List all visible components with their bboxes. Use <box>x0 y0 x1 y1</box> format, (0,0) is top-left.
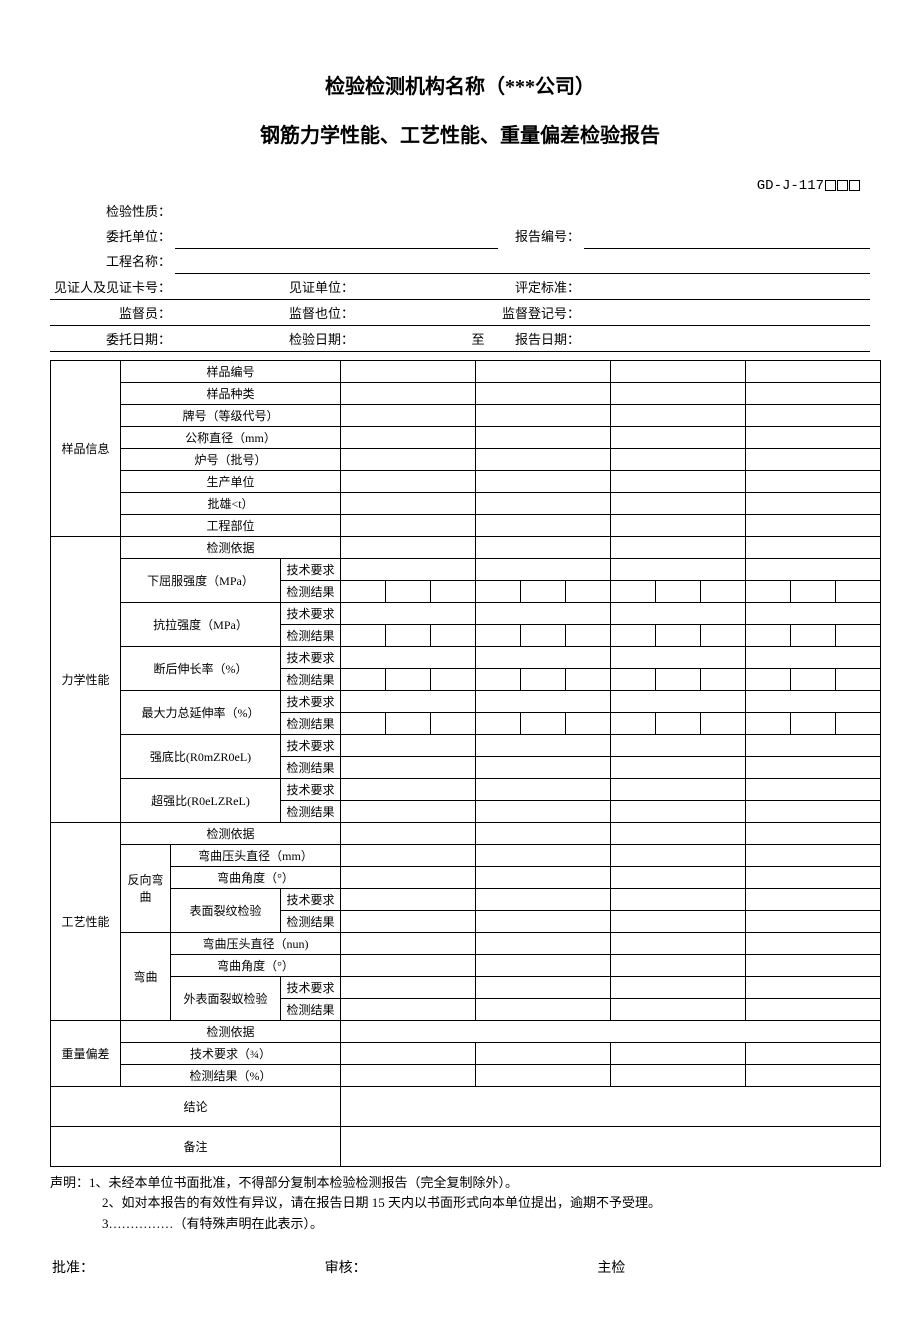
std-lbl: 评定标准： <box>498 273 584 299</box>
b-crack-lbl: 外表面裂蚁检验 <box>171 976 281 1020</box>
weight-dev-hdr: 重量偏差 <box>51 1020 121 1086</box>
witness-unit-lbl: 见证单位： <box>285 273 358 299</box>
rb-crack-res: 检测结果 <box>281 910 341 932</box>
project-lbl: 工程名称： <box>50 248 175 273</box>
bend-hdr: 弯曲 <box>121 932 171 1020</box>
code-prefix: GD-J-117 <box>757 178 824 194</box>
signature-row: 批准： 审核： 主检 <box>50 1251 870 1283</box>
rb-angle-lbl: 弯曲角度（°） <box>171 866 341 888</box>
project-val <box>175 248 870 273</box>
sup-unit-lbl: 监督也位： <box>285 299 358 325</box>
ratio2-res: 检测结果 <box>281 800 341 822</box>
checkbox-1 <box>825 180 836 191</box>
std-val <box>584 273 870 299</box>
conclusion-lbl: 结论 <box>51 1086 341 1126</box>
batch-t-lbl: 批雄<t） <box>121 492 341 514</box>
test-nature-lbl: 检验性质： <box>50 198 175 223</box>
test-date-val <box>358 325 458 351</box>
header-table: 检验性质： 委托单位： 报告编号： 工程名称： 见证人及见证卡号： 见证单位： … <box>50 198 870 352</box>
total-elong-lbl: 最大力总延伸率（%） <box>121 690 281 734</box>
b-angle-lbl: 弯曲角度（°） <box>171 954 341 976</box>
sup-reg-val <box>584 299 870 325</box>
ratio2-req: 技术要求 <box>281 778 341 800</box>
mech-basis-lbl: 检测依据 <box>121 536 341 558</box>
main-table: 样品信息 样品编号 样品种类 牌号（等级代号） 公称直径（mm） 炉号（批号） … <box>50 360 881 1167</box>
checkbox-3 <box>849 180 860 191</box>
witness-val <box>175 273 285 299</box>
checkbox-2 <box>837 180 848 191</box>
reverse-bend-hdr: 反向弯曲 <box>121 844 171 932</box>
entrust-date-lbl: 委托日期： <box>50 325 175 351</box>
ratio2-lbl: 超强比(R0eLZReL) <box>121 778 281 822</box>
footer-notes: 声明：1、未经本单位书面批准，不得部分复制本检验检测报告（完全复制除外）。 2、… <box>50 1173 870 1235</box>
review-lbl: 审核： <box>325 1253 596 1281</box>
sup-unit-val <box>358 299 498 325</box>
note-3: 3……………（有特殊声明在此表示）。 <box>50 1214 870 1235</box>
sup-reg-lbl: 监督登记号： <box>498 299 584 325</box>
supervisor-val <box>175 299 285 325</box>
ratio1-lbl: 强底比(R0mZR0eL) <box>121 734 281 778</box>
mech-perf-hdr: 力学性能 <box>51 536 121 822</box>
entrust-date-val <box>175 325 285 351</box>
grade-lbl: 牌号（等级代号） <box>121 404 341 426</box>
ratio1-req: 技术要求 <box>281 734 341 756</box>
sample-info-hdr: 样品信息 <box>51 360 121 536</box>
b-crack-res: 检测结果 <box>281 998 341 1020</box>
wd-basis-lbl: 检测依据 <box>121 1020 341 1042</box>
supervisor-lbl: 监督员： <box>50 299 175 325</box>
doc-code: GD-J-117 <box>50 178 870 194</box>
yield-res: 检测结果 <box>281 580 341 602</box>
elong-res: 检测结果 <box>281 668 341 690</box>
sample-type-lbl: 样品种类 <box>121 382 341 404</box>
yield-req: 技术要求 <box>281 558 341 580</box>
to-lbl: 至 <box>458 325 498 351</box>
report-no-val <box>584 223 870 248</box>
note-1: 声明：1、未经本单位书面批准，不得部分复制本检验检测报告（完全复制除外）。 <box>50 1173 870 1194</box>
rb-crack-lbl: 表面裂纹检验 <box>171 888 281 932</box>
report-no-lbl: 报告编号： <box>498 223 584 248</box>
rb-dia-lbl: 弯曲压头直径（mm） <box>171 844 341 866</box>
org-title: 检验检测机构名称（***公司） <box>50 70 870 99</box>
manufacturer-lbl: 生产单位 <box>121 470 341 492</box>
total-elong-req: 技术要求 <box>281 690 341 712</box>
heat-no-lbl: 炉号（批号） <box>121 448 341 470</box>
wd-req-lbl: 技术要求（¾） <box>121 1042 341 1064</box>
report-date-lbl: 报告日期： <box>498 325 584 351</box>
b-crack-req: 技术要求 <box>281 976 341 998</box>
note-2: 2、如对本报告的有效性有异议，请在报告日期 15 天内以书面形式向本单位提出，逾… <box>50 1193 870 1214</box>
process-perf-hdr: 工艺性能 <box>51 822 121 1020</box>
rb-crack-req: 技术要求 <box>281 888 341 910</box>
sample-no-lbl: 样品编号 <box>121 360 341 382</box>
approve-lbl: 批准： <box>52 1253 323 1281</box>
witness-unit-val <box>358 273 498 299</box>
b-dia-lbl: 弯曲压头直径（nun) <box>171 932 341 954</box>
test-date-lbl: 检验日期： <box>285 325 358 351</box>
yield-lbl: 下屈服强度（MPa） <box>121 558 281 602</box>
tensile-res: 检测结果 <box>281 624 341 646</box>
eng-part-lbl: 工程部位 <box>121 514 341 536</box>
report-date-val <box>584 325 870 351</box>
client-lbl: 委托单位： <box>50 223 175 248</box>
ratio1-res: 检测结果 <box>281 756 341 778</box>
tensile-req: 技术要求 <box>281 602 341 624</box>
elong-lbl: 断后伸长率（%） <box>121 646 281 690</box>
witness-lbl: 见证人及见证卡号： <box>50 273 175 299</box>
elong-req: 技术要求 <box>281 646 341 668</box>
report-title: 钢筋力学性能、工艺性能、重量偏差检验报告 <box>50 119 870 148</box>
remark-lbl: 备注 <box>51 1126 341 1166</box>
inspect-lbl: 主检 <box>597 1253 868 1281</box>
wd-res-lbl: 检测结果（%） <box>121 1064 341 1086</box>
diameter-lbl: 公称直径（mm） <box>121 426 341 448</box>
tensile-lbl: 抗拉强度（MPa） <box>121 602 281 646</box>
proc-basis-lbl: 检测依据 <box>121 822 341 844</box>
total-elong-res: 检测结果 <box>281 712 341 734</box>
client-val <box>175 223 498 248</box>
